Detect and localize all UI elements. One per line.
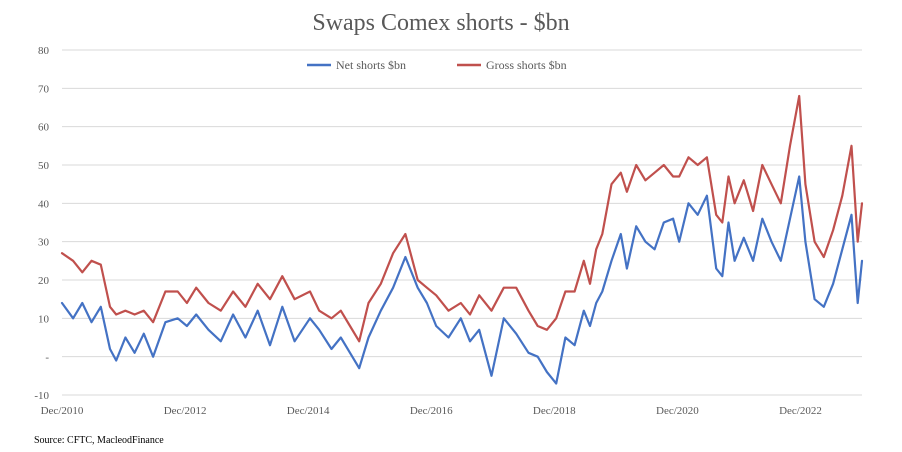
series-layer — [60, 94, 864, 385]
y-tick-label: 30 — [38, 237, 50, 249]
x-tick-label: Dec/2022 — [779, 405, 822, 417]
series-line-net-shorts — [60, 175, 864, 385]
x-tick-label: Dec/2014 — [287, 405, 330, 417]
x-tick-label: Dec/2012 — [164, 405, 207, 417]
y-tick-label: 60 — [38, 122, 50, 134]
x-axis-ticks: Dec/2010 Dec/2012 Dec/2014 Dec/2016 Dec/2018… — [41, 405, 822, 417]
gridlines — [62, 49, 862, 396]
legend-label-gross-shorts: Gross shorts $bn — [486, 58, 567, 72]
x-tick-label: Dec/2018 — [533, 405, 576, 417]
chart-title: Swaps Comex shorts - $bn — [312, 10, 569, 36]
y-tick-label: 10 — [38, 313, 50, 325]
y-tick-label: - — [45, 352, 49, 364]
y-tick-label: 50 — [38, 160, 50, 172]
x-tick-label: Dec/2010 — [41, 405, 84, 417]
series-line-gross-shorts — [60, 94, 864, 343]
legend: Net shorts $bn Gross shorts $bn — [307, 58, 567, 72]
x-tick-label: Dec/2020 — [656, 405, 699, 417]
y-tick-label: 80 — [38, 45, 50, 57]
source-note: Source: CFTC, MacleodFinance — [34, 435, 164, 446]
y-tick-label: 70 — [38, 83, 50, 95]
x-tick-label: Dec/2016 — [410, 405, 453, 417]
y-tick-label: -10 — [34, 390, 49, 402]
y-tick-label: 40 — [38, 198, 50, 210]
y-tick-label: 20 — [38, 275, 50, 287]
legend-label-net-shorts: Net shorts $bn — [336, 58, 406, 72]
